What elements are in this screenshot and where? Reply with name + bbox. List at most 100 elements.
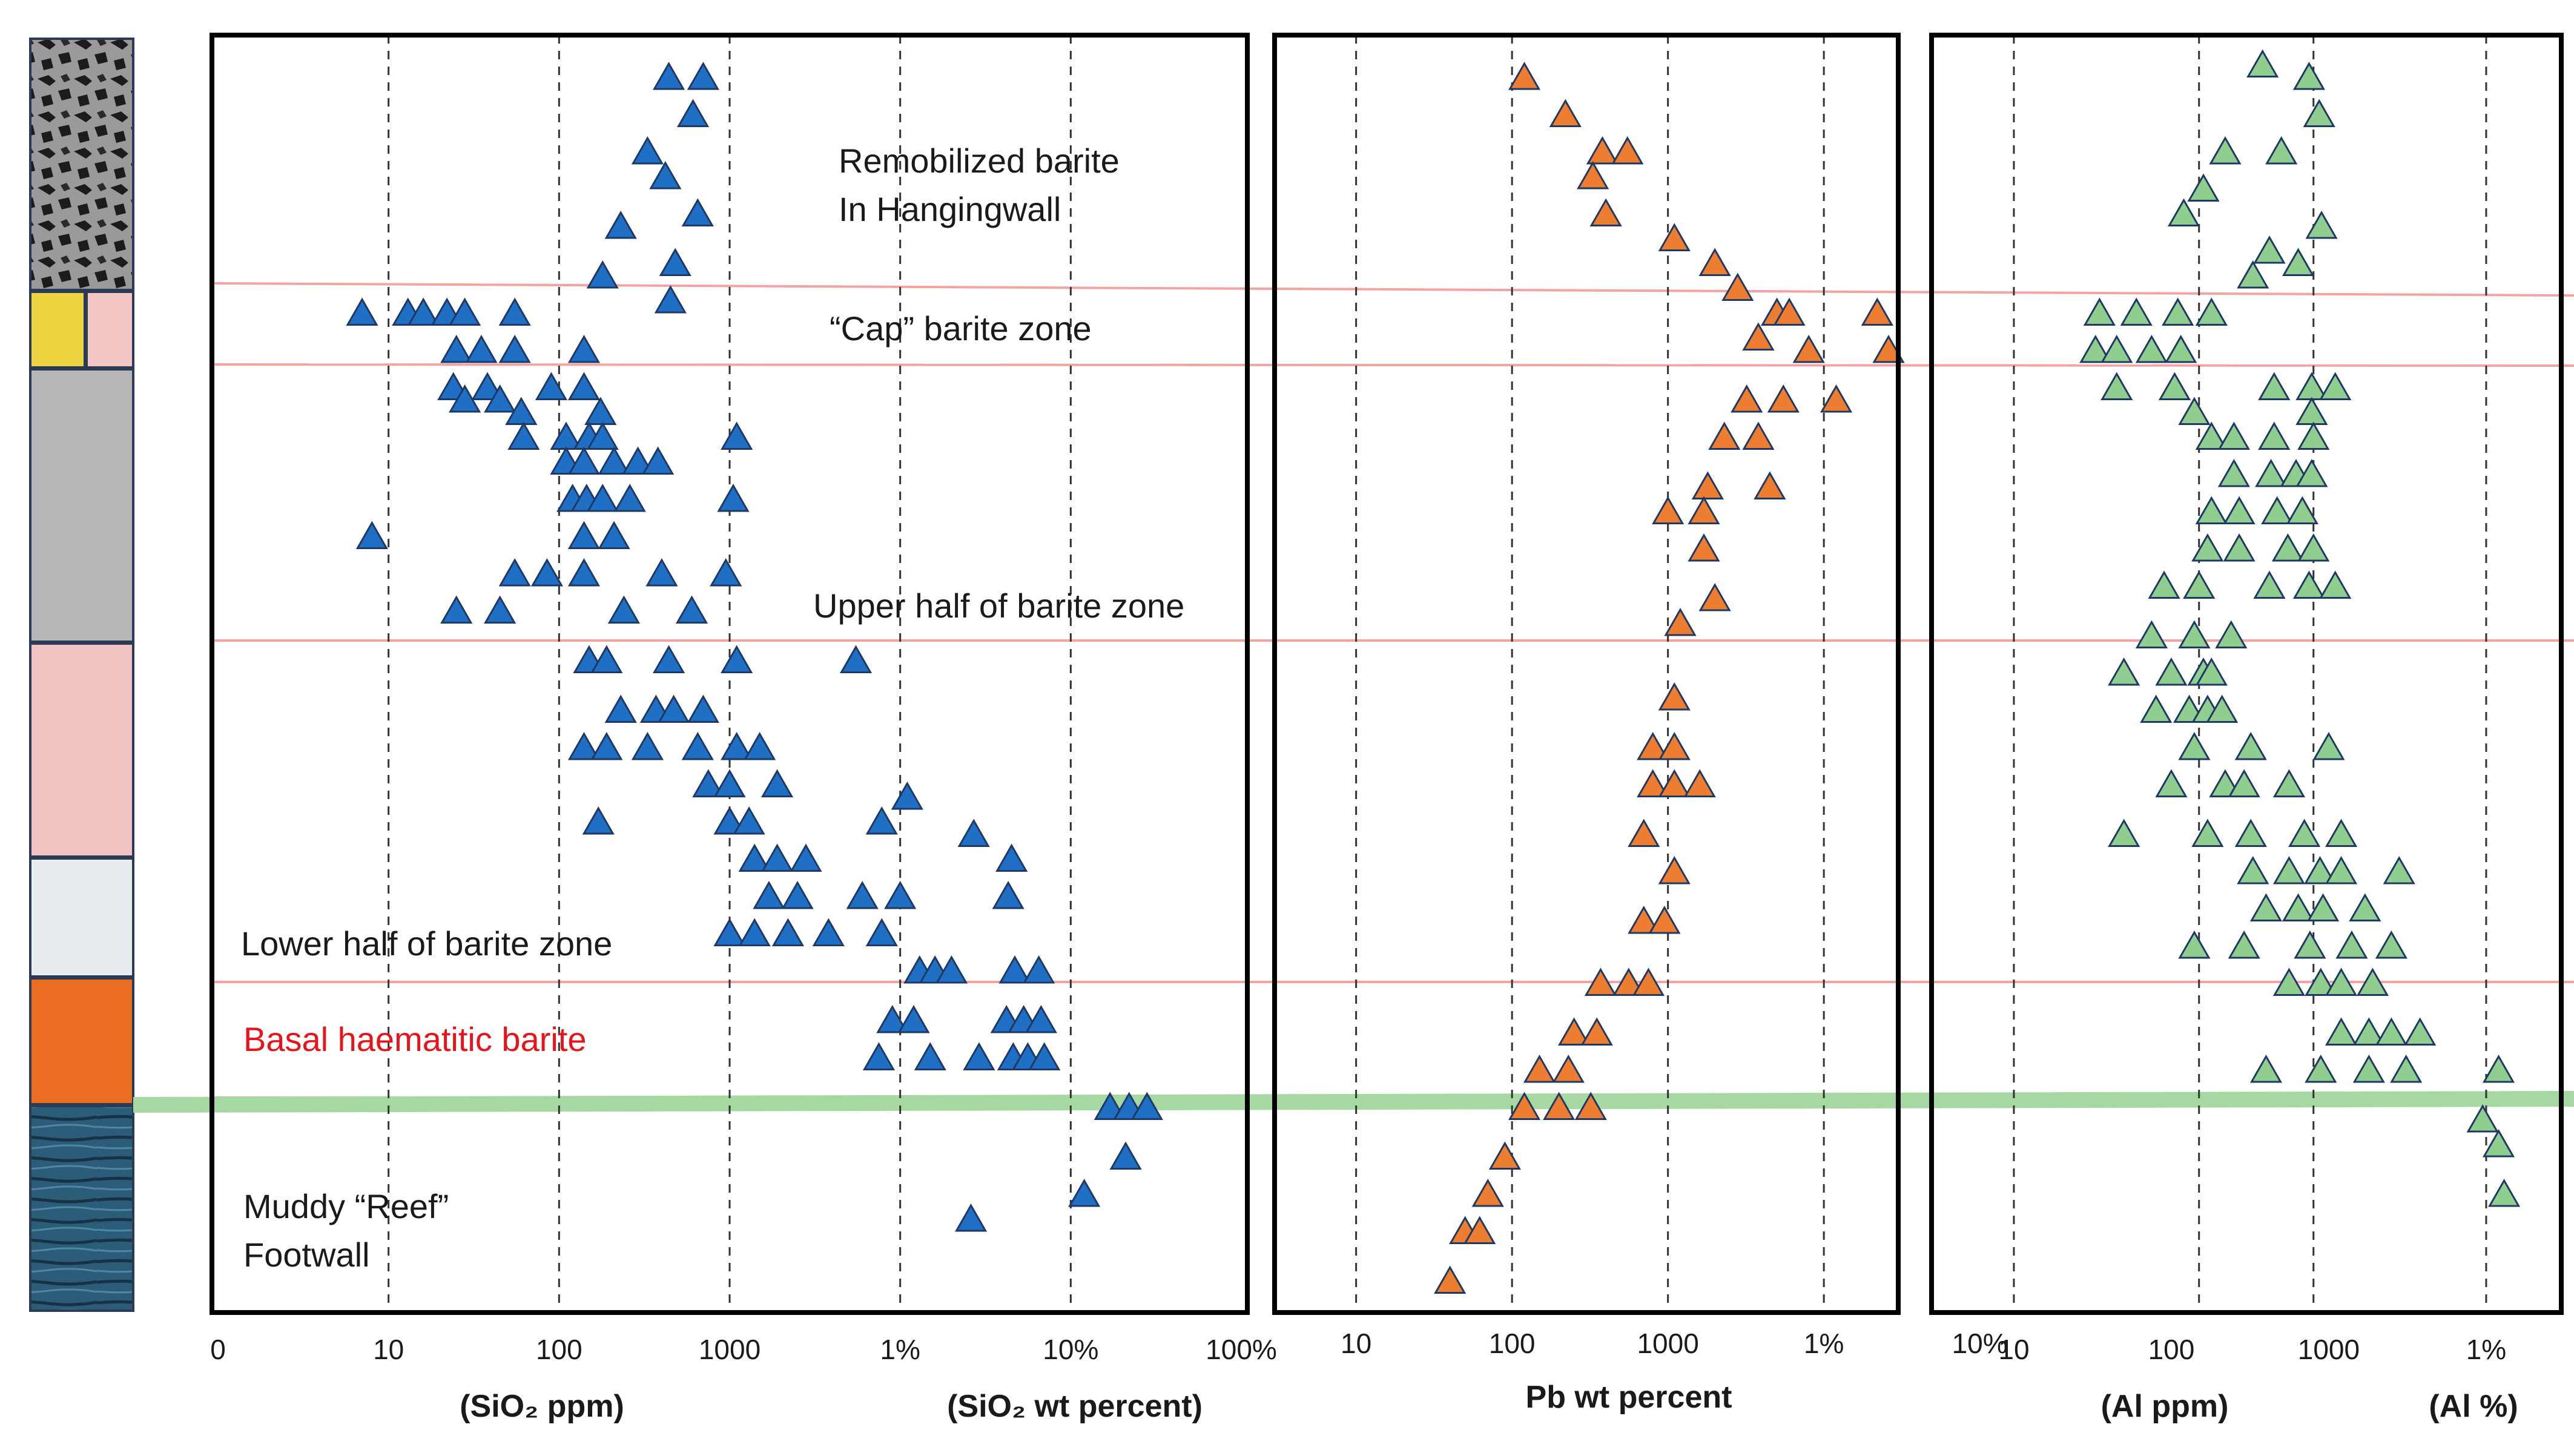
al-point xyxy=(2083,297,2116,326)
al-point xyxy=(2335,930,2368,959)
sio2-point xyxy=(586,260,619,289)
al-point xyxy=(2100,334,2133,363)
sio2-point xyxy=(1028,1042,1061,1070)
al-point xyxy=(2195,657,2228,686)
al-point xyxy=(2195,496,2228,524)
al-point xyxy=(2100,372,2133,400)
al-point xyxy=(2155,769,2188,797)
sio2-point xyxy=(582,806,615,835)
sio2-point xyxy=(738,843,771,872)
sio2-point xyxy=(507,421,540,450)
sio2-point xyxy=(471,372,504,400)
pb-point xyxy=(1688,533,1720,562)
sio2-point xyxy=(590,645,623,673)
pb-point xyxy=(1648,905,1681,934)
sio2-point xyxy=(498,558,531,587)
sio2-point xyxy=(687,694,719,723)
al-point xyxy=(2265,136,2298,165)
sio2-tick-label-2: 100 xyxy=(536,1334,582,1365)
al-point xyxy=(2249,1054,2283,1083)
al-point xyxy=(2253,570,2286,599)
pb-point xyxy=(1658,769,1691,797)
pb-point xyxy=(1637,769,1669,797)
sio2-point xyxy=(862,1042,896,1070)
sio2-tick-label-0: 0 xyxy=(210,1334,226,1365)
sio2-xlabel-ppm: (SiO₂ ppm) xyxy=(460,1389,624,1424)
al-point xyxy=(2272,855,2306,884)
zone-label-reef-2: Footwall xyxy=(243,1236,370,1274)
sio2-point xyxy=(914,1042,946,1070)
pb-point xyxy=(1773,297,1806,326)
pb-point xyxy=(1652,496,1685,524)
al-point xyxy=(2108,657,2140,686)
sio2-point xyxy=(652,61,685,90)
sio2-point xyxy=(584,397,617,425)
sio2-point xyxy=(884,880,917,909)
sio2-point xyxy=(621,446,655,475)
al-point xyxy=(2282,248,2315,276)
zone-label-upper: Upper half of barite zone xyxy=(813,587,1184,625)
pb-point xyxy=(1754,471,1786,499)
pb-point xyxy=(1698,248,1731,276)
sio2-point xyxy=(761,769,794,797)
sio2-point xyxy=(713,918,746,946)
sio2-point xyxy=(567,521,601,549)
sio2-point xyxy=(440,334,473,363)
sio2-point xyxy=(676,99,710,127)
sio2-point xyxy=(935,955,968,984)
al-point xyxy=(2352,1017,2385,1046)
sio2-point xyxy=(530,558,564,587)
sio2-tick-label-5: 10% xyxy=(1043,1334,1098,1365)
al-points xyxy=(2079,49,2521,1207)
al-point xyxy=(2325,855,2358,884)
pb-point xyxy=(1683,769,1716,797)
al-point xyxy=(2288,819,2321,847)
pb-point xyxy=(1549,99,1582,127)
al-point xyxy=(2234,731,2267,760)
al-point xyxy=(2183,570,2216,599)
pb-point xyxy=(1658,855,1691,884)
al-point xyxy=(2325,1017,2358,1046)
sio2-point xyxy=(1068,1178,1101,1207)
pb-point xyxy=(1552,1054,1585,1083)
pb-point xyxy=(1580,1017,1613,1046)
al-point xyxy=(2191,533,2224,562)
al-point xyxy=(2209,136,2242,165)
sio2-point xyxy=(839,645,873,673)
pb-point xyxy=(1586,136,1619,165)
lith-white-barite xyxy=(29,857,134,978)
al-point xyxy=(2482,1128,2515,1158)
pb-point xyxy=(1742,322,1775,351)
pb-point xyxy=(1434,1265,1467,1294)
sio2-point xyxy=(484,384,516,413)
sio2-tick-label-6: 100% xyxy=(1206,1334,1277,1365)
lithology-column xyxy=(29,38,134,1312)
pb-point xyxy=(1558,1017,1591,1046)
pb-point xyxy=(1698,582,1731,611)
al-point xyxy=(2349,893,2381,921)
al-point xyxy=(2237,855,2269,884)
al-point xyxy=(2375,1017,2407,1046)
pb-point xyxy=(1612,967,1645,996)
sio2-point xyxy=(604,694,637,723)
al-point xyxy=(2165,334,2197,363)
al-point xyxy=(2466,1104,2499,1133)
al-point xyxy=(2404,1017,2437,1046)
pb-point xyxy=(1688,496,1720,524)
al-point xyxy=(2249,893,2283,921)
zone-label-reef-1: Muddy “Reef” xyxy=(243,1187,449,1225)
al-point xyxy=(2178,620,2211,648)
sio2-point xyxy=(567,558,601,587)
sio2-points xyxy=(346,61,1163,1232)
pb-point xyxy=(1664,607,1697,636)
al-point xyxy=(2325,819,2358,847)
pb-point xyxy=(1792,334,1825,363)
sio2-point xyxy=(957,819,990,847)
pb-tick-label-3: 1% xyxy=(1804,1328,1844,1359)
al-point xyxy=(2352,1054,2385,1083)
al-point xyxy=(2319,372,2352,400)
al-point xyxy=(2167,198,2200,226)
al-point xyxy=(2258,372,2291,400)
pb-tick-label-0: 10 xyxy=(1341,1328,1371,1359)
sio2-point xyxy=(753,880,785,909)
